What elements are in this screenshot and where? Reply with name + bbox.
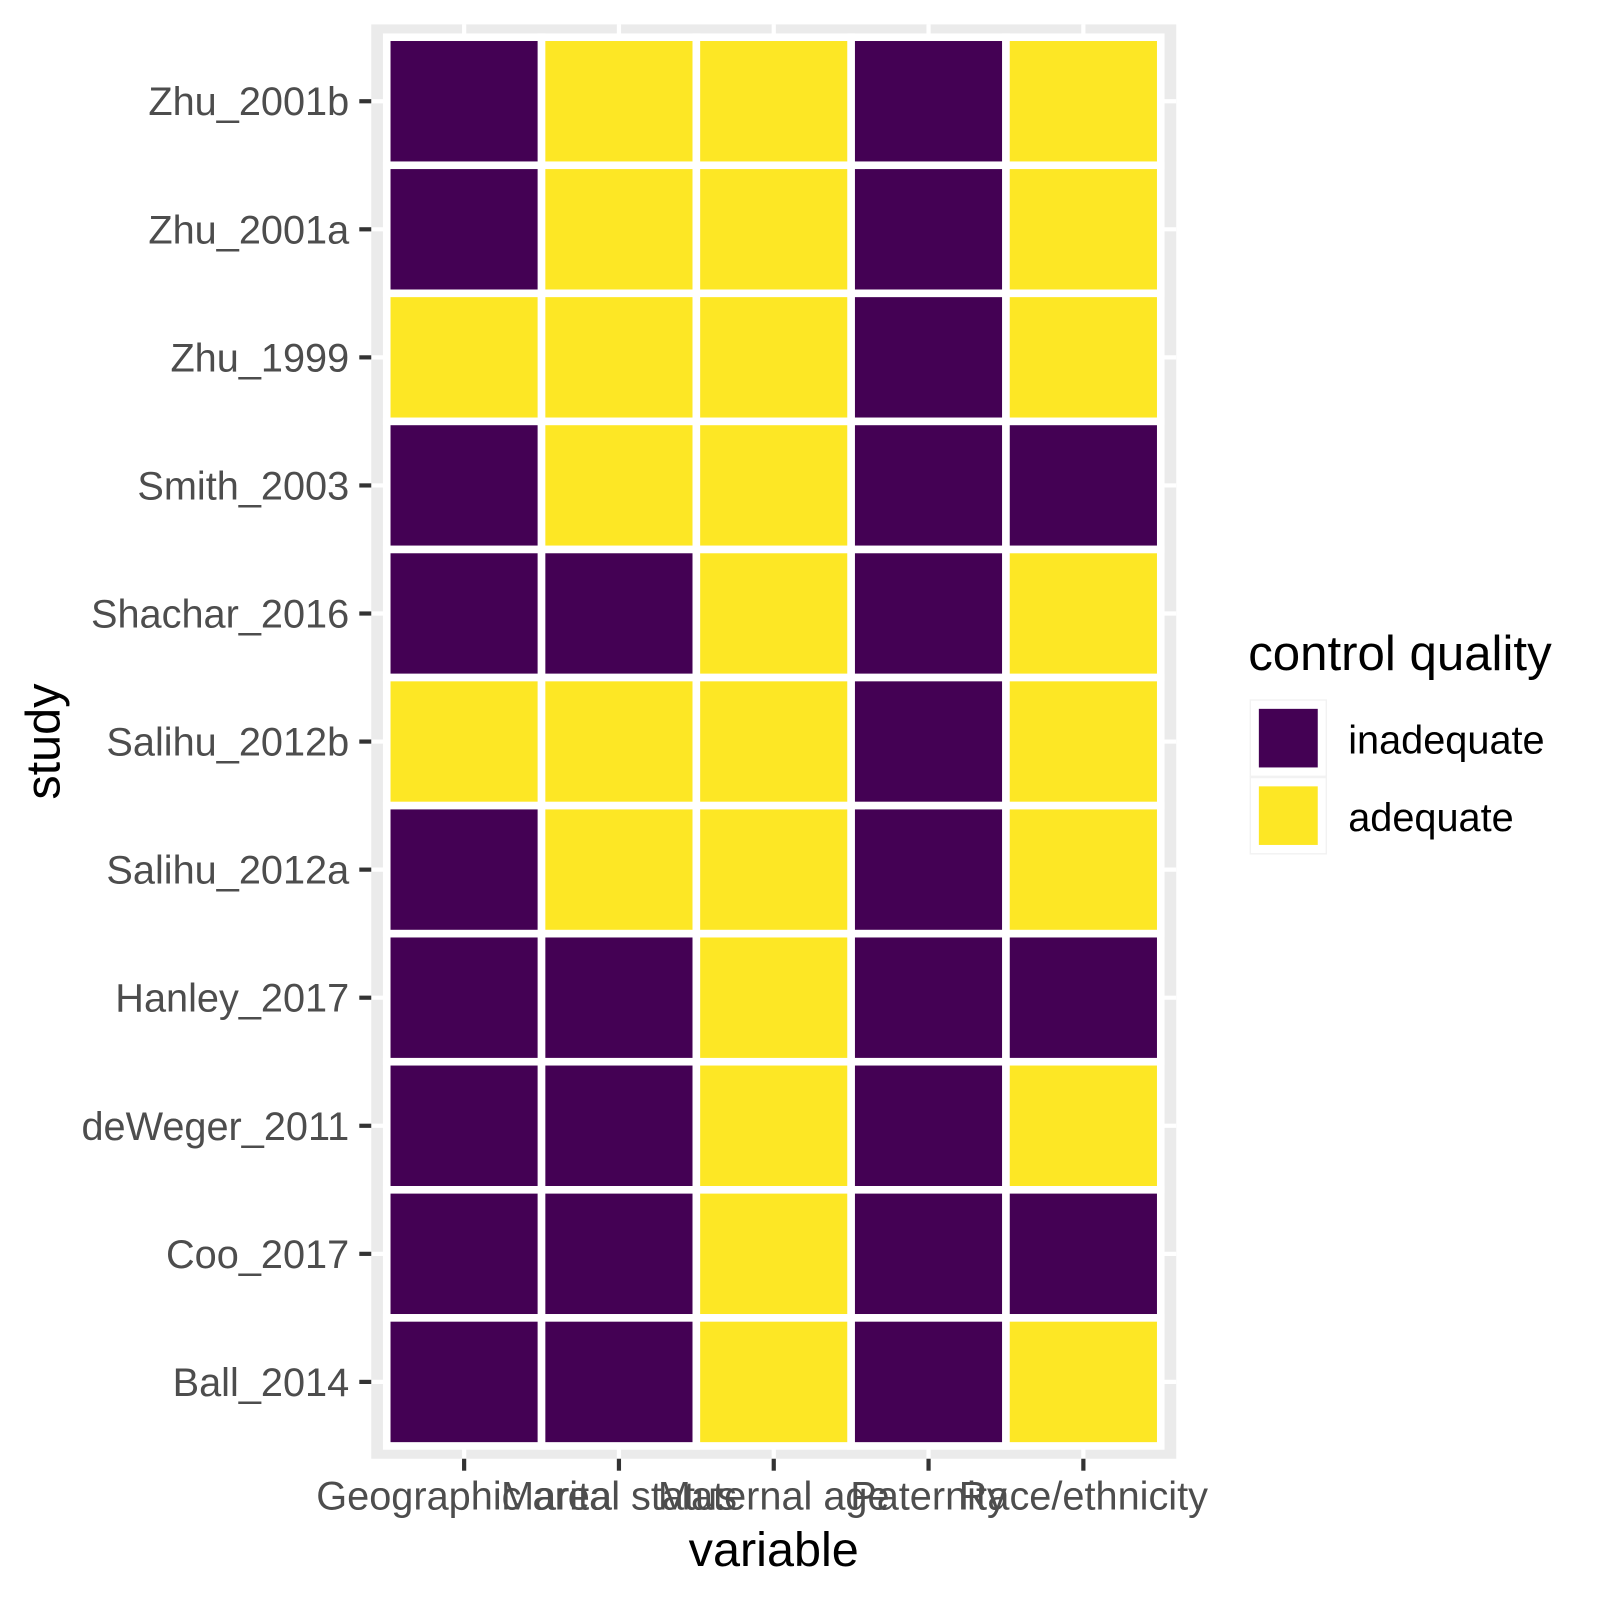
svg-text:Maternal age: Maternal age	[658, 1474, 890, 1518]
svg-text:Zhu_2001b: Zhu_2001b	[148, 80, 349, 124]
svg-text:Salihu_2012b: Salihu_2012b	[106, 721, 349, 765]
svg-text:Geographic area: Geographic area	[316, 1474, 613, 1518]
svg-text:Smith_2003: Smith_2003	[137, 464, 349, 508]
svg-text:Ball_2014: Ball_2014	[173, 1361, 350, 1405]
svg-text:Shachar_2016: Shachar_2016	[91, 593, 349, 637]
svg-text:inadequate: inadequate	[1348, 719, 1544, 763]
svg-text:Zhu_1999: Zhu_1999	[170, 336, 349, 380]
svg-text:Salihu_2012a: Salihu_2012a	[106, 849, 350, 893]
svg-text:variable: variable	[689, 1523, 859, 1577]
svg-text:adequate: adequate	[1348, 796, 1514, 840]
svg-text:Coo_2017: Coo_2017	[166, 1233, 349, 1277]
svg-text:Paternity: Paternity	[850, 1474, 1007, 1518]
svg-text:Race/ethnicity: Race/ethnicity	[959, 1474, 1208, 1518]
svg-text:deWeger_2011: deWeger_2011	[81, 1105, 349, 1149]
svg-text:study: study	[17, 683, 71, 800]
svg-text:Zhu_2001a: Zhu_2001a	[148, 208, 350, 252]
svg-text:control quality: control quality	[1248, 626, 1552, 681]
svg-text:Hanley_2017: Hanley_2017	[115, 977, 349, 1021]
svg-text:Marital status: Marital status	[501, 1474, 737, 1518]
